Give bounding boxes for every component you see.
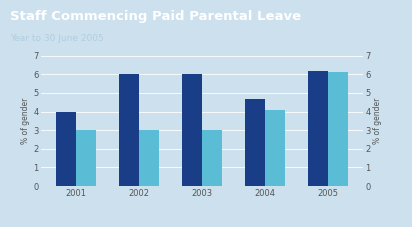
Bar xyxy=(202,130,222,186)
Bar xyxy=(139,130,159,186)
Bar xyxy=(328,72,348,186)
Bar xyxy=(182,74,202,186)
Text: Staff Commencing Paid Parental Leave: Staff Commencing Paid Parental Leave xyxy=(10,10,302,23)
Bar xyxy=(265,110,285,186)
Text: Year to 30 June 2005: Year to 30 June 2005 xyxy=(10,34,104,43)
Bar xyxy=(245,99,265,186)
Y-axis label: % of gender: % of gender xyxy=(21,98,30,144)
Bar xyxy=(119,74,139,186)
Y-axis label: % of gender: % of gender xyxy=(374,98,382,144)
Bar xyxy=(76,130,96,186)
Bar xyxy=(56,111,76,186)
Bar xyxy=(308,71,328,186)
